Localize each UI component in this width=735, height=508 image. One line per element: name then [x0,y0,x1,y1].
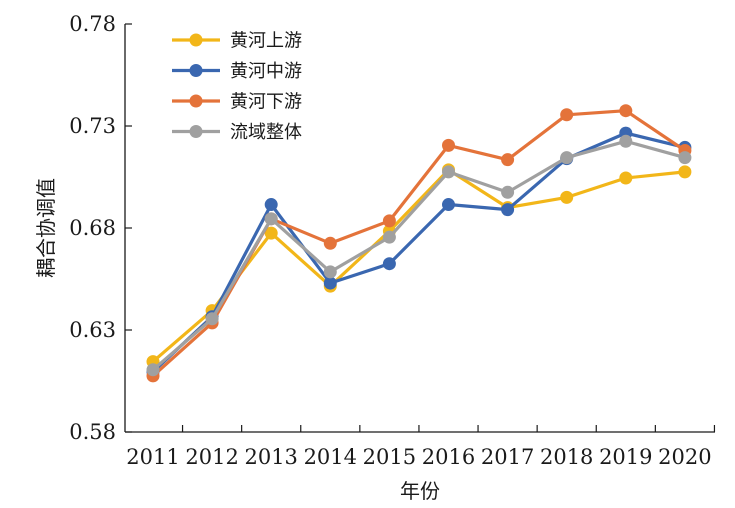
data-point [619,134,633,148]
legend-label: 黄河上游 [230,31,302,52]
data-point [442,198,455,212]
legend-label: 黄河中游 [230,61,302,82]
series-layer [146,104,692,383]
series-4 [146,134,692,377]
legend-entry: 黄河中游 [172,61,302,82]
x-tick-label: 2016 [422,445,475,469]
data-point [264,226,278,240]
x-tick-label: 2018 [540,445,593,469]
axes: 0.58 0.63 0.68 0.73 0.78 2011 2012 2013 2014 2015… [69,12,716,469]
data-point [382,230,396,244]
data-point [323,236,337,250]
x-axis-title: 年份 [400,479,440,503]
y-tick-label: 0.73 [69,114,116,138]
y-tick-label: 0.78 [69,12,116,36]
data-point [323,276,337,290]
y-tick-label: 0.63 [69,318,116,342]
series-line [151,131,686,373]
x-tick-label: 2013 [244,445,297,469]
y-tick-label: 0.58 [69,420,116,444]
y-tick-label: 0.68 [69,216,116,240]
legend-label: 流域整体 [230,122,302,143]
data-point [382,214,396,228]
legend-label: 黄河下游 [230,92,302,113]
data-point [501,185,515,199]
legend-marker [189,64,203,77]
data-point [619,104,633,118]
data-point [442,165,455,179]
legend-marker [189,125,203,138]
data-point [501,153,515,167]
data-point [146,363,160,377]
series-line [151,109,686,378]
data-point [678,165,692,179]
series-2 [146,126,692,379]
data-point [678,151,692,165]
x-tick-label: 2017 [481,445,534,469]
legend-entry: 流域整体 [172,122,302,143]
x-tick-label: 2015 [363,445,416,469]
x-tick-label: 2012 [185,445,238,469]
series-1 [146,163,692,369]
data-point [501,203,515,217]
data-point [560,151,574,165]
data-point [382,257,396,271]
data-point [323,265,337,279]
data-point [205,312,219,326]
legend-marker [189,33,203,47]
x-tick-label: 2014 [304,445,357,469]
x-tick-label: 2020 [658,445,711,469]
data-point [560,108,574,122]
y-axis-title: 耦合协调值 [34,178,58,278]
series-line [151,168,686,363]
data-point [619,171,633,185]
data-point [442,138,455,152]
x-tick-label: 2019 [599,445,652,469]
data-point [264,198,278,212]
data-point [560,190,574,204]
series-line [151,139,686,372]
legend-entry: 黄河上游 [172,31,302,52]
x-tick-label: 2011 [126,445,179,469]
data-point [264,212,278,226]
legend-entry: 黄河下游 [172,92,302,113]
legend-marker [189,94,203,108]
